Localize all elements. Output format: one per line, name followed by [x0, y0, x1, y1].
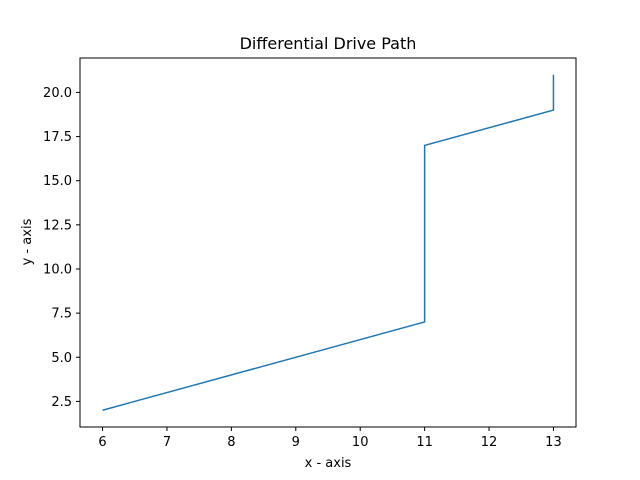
x-tick-label: 7 — [163, 435, 171, 450]
x-tick-label: 12 — [481, 435, 498, 450]
y-tick-label: 20.0 — [43, 86, 72, 101]
y-tick-label: 15.0 — [43, 174, 72, 189]
y-axis-label: y - axis — [20, 218, 35, 265]
x-tick-label: 9 — [292, 435, 300, 450]
y-tick-label: 10.0 — [43, 262, 72, 277]
y-axis: 2.5 5.0 7.5 10.0 12.5 15.0 17.5 20.0 — [43, 86, 80, 410]
x-tick-label: 10 — [352, 435, 369, 450]
x-axis: 6 7 8 9 10 11 12 13 — [98, 427, 562, 450]
x-tick-label: 6 — [98, 435, 106, 450]
chart-title: Differential Drive Path — [240, 34, 417, 53]
y-tick-label: 12.5 — [43, 218, 72, 233]
axes-frame — [79, 57, 577, 428]
x-tick-label: 13 — [545, 435, 562, 450]
y-tick-label: 2.5 — [51, 395, 72, 410]
plot-area — [102, 74, 555, 411]
x-axis-label: x - axis — [305, 456, 352, 471]
y-tick-label: 17.5 — [43, 130, 72, 145]
series-line-0 — [102, 74, 555, 411]
x-tick-label: 11 — [416, 435, 433, 450]
y-tick-label: 5.0 — [51, 351, 72, 366]
y-tick-label: 7.5 — [51, 307, 72, 322]
x-tick-label: 8 — [227, 435, 235, 450]
